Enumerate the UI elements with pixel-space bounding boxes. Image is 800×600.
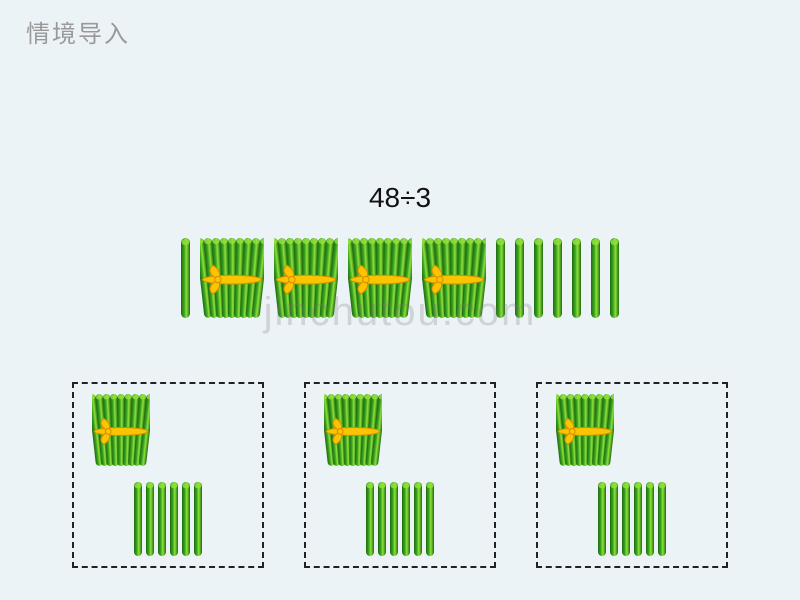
stick-icon xyxy=(390,482,398,556)
loose-stick xyxy=(515,238,524,323)
stick-bundle xyxy=(348,238,412,323)
stick-bundle xyxy=(200,238,264,323)
group-loose-sticks xyxy=(548,482,716,556)
bundle-icon xyxy=(348,238,412,318)
stick-icon xyxy=(622,482,630,556)
bundle-icon xyxy=(324,394,382,466)
stick-icon xyxy=(658,482,666,556)
group-bundle xyxy=(92,394,150,471)
stick-icon xyxy=(366,482,374,556)
stick-icon xyxy=(134,482,142,556)
bundle-icon xyxy=(274,238,338,318)
stick-icon xyxy=(426,482,434,556)
group-boxes-row xyxy=(0,382,800,568)
page-title: 情境导入 xyxy=(26,14,130,49)
stick-icon xyxy=(402,482,410,556)
loose-stick xyxy=(496,238,505,323)
stick-icon xyxy=(646,482,654,556)
group-loose-sticks xyxy=(316,482,484,556)
top-stick-row xyxy=(0,238,800,323)
stick-icon xyxy=(181,238,190,318)
stick-icon xyxy=(553,238,562,318)
loose-stick xyxy=(534,238,543,323)
stick-icon xyxy=(194,482,202,556)
group-box xyxy=(536,382,728,568)
loose-stick xyxy=(572,238,581,323)
stick-icon xyxy=(182,482,190,556)
bundle-icon xyxy=(422,238,486,318)
stick-icon xyxy=(610,238,619,318)
loose-stick xyxy=(553,238,562,323)
stick-icon xyxy=(158,482,166,556)
loose-stick xyxy=(181,238,190,323)
bundle-icon xyxy=(556,394,614,466)
group-bundle xyxy=(556,394,614,471)
stick-icon xyxy=(572,238,581,318)
stick-icon xyxy=(610,482,618,556)
stick-icon xyxy=(598,482,606,556)
group-box xyxy=(72,382,264,568)
group-bundle xyxy=(324,394,382,471)
stick-icon xyxy=(534,238,543,318)
stick-icon xyxy=(591,238,600,318)
stick-bundle xyxy=(274,238,338,323)
stick-icon xyxy=(170,482,178,556)
equation-text: 48÷3 xyxy=(0,182,800,214)
stick-icon xyxy=(515,238,524,318)
group-loose-sticks xyxy=(84,482,252,556)
stick-icon xyxy=(496,238,505,318)
bundle-icon xyxy=(92,394,150,466)
stick-icon xyxy=(634,482,642,556)
loose-stick xyxy=(610,238,619,323)
stick-icon xyxy=(378,482,386,556)
stick-icon xyxy=(414,482,422,556)
stick-bundle xyxy=(422,238,486,323)
loose-stick xyxy=(591,238,600,323)
group-box xyxy=(304,382,496,568)
stick-icon xyxy=(146,482,154,556)
bundle-icon xyxy=(200,238,264,318)
